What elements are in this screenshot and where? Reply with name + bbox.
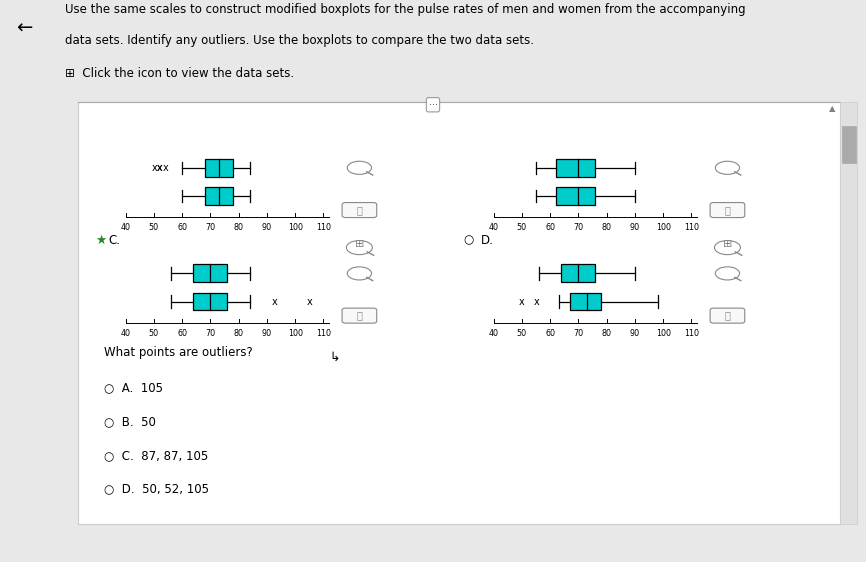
- Text: ○  D.  50, 52, 105: ○ D. 50, 52, 105: [104, 483, 209, 496]
- Text: ○  A.  105: ○ A. 105: [104, 382, 163, 395]
- Bar: [193, 265, 227, 282]
- Text: 100: 100: [288, 223, 302, 232]
- Text: D.: D.: [481, 234, 494, 247]
- FancyBboxPatch shape: [342, 202, 377, 217]
- Text: 50: 50: [517, 223, 527, 232]
- Bar: [193, 293, 227, 310]
- Bar: [204, 187, 233, 205]
- Text: x: x: [519, 297, 525, 306]
- FancyBboxPatch shape: [710, 308, 745, 323]
- Text: 110: 110: [684, 329, 699, 338]
- Bar: [570, 293, 601, 310]
- Text: ···: ···: [429, 100, 437, 110]
- Text: 40: 40: [488, 329, 499, 338]
- Text: ○  B.  50: ○ B. 50: [104, 415, 156, 428]
- Text: 100: 100: [288, 329, 302, 338]
- Bar: [204, 159, 233, 176]
- FancyBboxPatch shape: [842, 125, 856, 163]
- Text: 110: 110: [684, 223, 699, 232]
- Text: 60: 60: [178, 329, 187, 338]
- FancyBboxPatch shape: [840, 102, 857, 524]
- Text: x: x: [162, 163, 168, 173]
- Text: ○  C.  87, 87, 105: ○ C. 87, 87, 105: [104, 449, 208, 462]
- Text: 110: 110: [316, 329, 331, 338]
- Text: x: x: [157, 163, 162, 173]
- Text: Use the same scales to construct modified boxplots for the pulse rates of men an: Use the same scales to construct modifie…: [65, 3, 746, 16]
- Text: 70: 70: [205, 223, 216, 232]
- Text: ▲: ▲: [829, 105, 836, 114]
- Text: ⊞: ⊞: [355, 239, 364, 249]
- Bar: [556, 187, 596, 205]
- Bar: [561, 265, 596, 282]
- Text: What points are outliers?: What points are outliers?: [104, 346, 253, 359]
- FancyBboxPatch shape: [710, 202, 745, 217]
- Text: x: x: [272, 297, 277, 306]
- Text: ⊞  Click the icon to view the data sets.: ⊞ Click the icon to view the data sets.: [65, 67, 294, 80]
- Text: 80: 80: [234, 223, 243, 232]
- Bar: [556, 159, 596, 176]
- Text: x: x: [533, 297, 540, 306]
- Text: ○: ○: [463, 234, 474, 247]
- Text: 90: 90: [630, 223, 640, 232]
- Text: ↳: ↳: [329, 351, 339, 364]
- Text: 100: 100: [656, 223, 670, 232]
- Text: 90: 90: [262, 223, 272, 232]
- FancyBboxPatch shape: [342, 308, 377, 323]
- Text: 80: 80: [602, 329, 611, 338]
- FancyBboxPatch shape: [78, 102, 840, 524]
- Text: ⧉: ⧉: [357, 205, 362, 215]
- Text: 80: 80: [602, 223, 611, 232]
- Text: xx: xx: [152, 163, 163, 173]
- Text: 70: 70: [205, 329, 216, 338]
- Text: 60: 60: [546, 223, 555, 232]
- Text: 110: 110: [316, 223, 331, 232]
- Text: 80: 80: [234, 329, 243, 338]
- Text: ←: ←: [16, 19, 32, 38]
- Text: 70: 70: [573, 329, 584, 338]
- Text: ⧉: ⧉: [357, 311, 362, 321]
- Text: 50: 50: [149, 329, 158, 338]
- Text: ⧉: ⧉: [725, 311, 730, 321]
- Text: 100: 100: [656, 329, 670, 338]
- Text: 90: 90: [630, 329, 640, 338]
- Text: 40: 40: [120, 223, 131, 232]
- Text: C.: C.: [108, 234, 120, 247]
- Text: 70: 70: [573, 223, 584, 232]
- Text: 60: 60: [546, 329, 555, 338]
- Text: 50: 50: [149, 223, 158, 232]
- Text: ⊞: ⊞: [723, 239, 732, 249]
- Text: 40: 40: [488, 223, 499, 232]
- Text: 60: 60: [178, 223, 187, 232]
- Text: 90: 90: [262, 329, 272, 338]
- Text: 50: 50: [517, 329, 527, 338]
- Text: 40: 40: [120, 329, 131, 338]
- Text: data sets. Identify any outliers. Use the boxplots to compare the two data sets.: data sets. Identify any outliers. Use th…: [65, 34, 534, 47]
- Text: ⧉: ⧉: [725, 205, 730, 215]
- Text: ★: ★: [95, 234, 107, 247]
- Text: x: x: [307, 297, 312, 306]
